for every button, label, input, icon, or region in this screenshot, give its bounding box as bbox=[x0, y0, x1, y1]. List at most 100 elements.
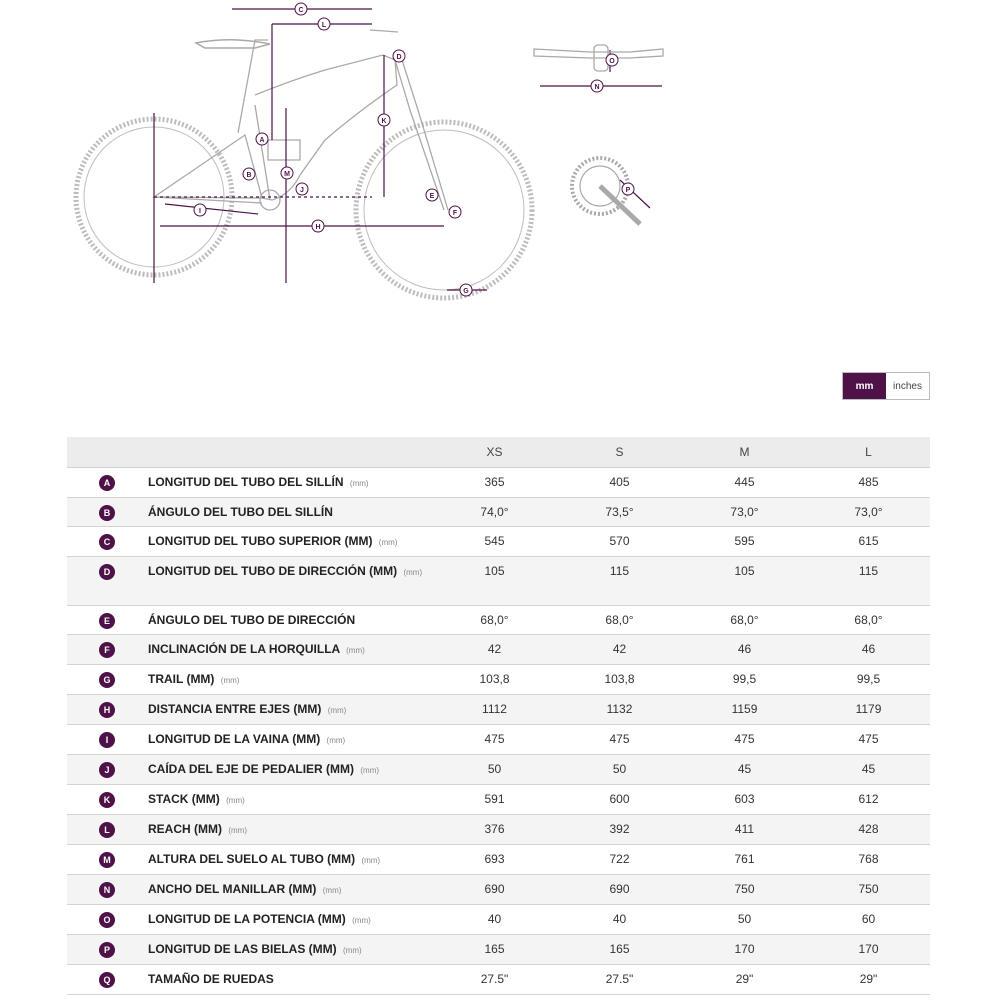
row-label: REACH (MM) bbox=[148, 822, 222, 836]
row-label: TRAIL (MM) bbox=[148, 672, 215, 686]
value-cell: 690 bbox=[432, 874, 557, 905]
row-letter-badge: G bbox=[99, 672, 115, 688]
unit-mm-button[interactable]: mm bbox=[843, 373, 886, 399]
value-cell: 115 bbox=[557, 556, 682, 606]
row-label: LONGITUD DE LA VAINA (MM) bbox=[148, 732, 321, 746]
value-cell: 1179 bbox=[807, 694, 930, 725]
table-row: H DISTANCIA ENTRE EJES (MM) (mm) 1112 1132 1… bbox=[67, 694, 930, 725]
value-cell: 68,0° bbox=[432, 605, 557, 635]
svg-text:K: K bbox=[381, 118, 386, 125]
row-badge-cell: I bbox=[67, 724, 147, 755]
diagram-badge-o: O bbox=[605, 53, 619, 67]
row-label-cell: LONGITUD DE LA POTENCIA (MM) (mm) bbox=[147, 904, 432, 935]
value-cell: 27.5" bbox=[557, 964, 682, 995]
value-cell: 392 bbox=[557, 814, 682, 845]
table-row: A LONGITUD DEL TUBO DEL SILLÍN (mm) 365 405… bbox=[67, 467, 930, 498]
row-letter-badge: F bbox=[99, 642, 115, 658]
svg-text:N: N bbox=[594, 84, 599, 91]
row-letter-badge: E bbox=[99, 613, 115, 629]
row-letter-badge: L bbox=[99, 822, 115, 838]
row-letter-badge: B bbox=[99, 505, 115, 521]
value-cell: 475 bbox=[807, 724, 930, 755]
row-unit: (mm) bbox=[220, 676, 240, 685]
row-badge-cell: G bbox=[67, 664, 147, 695]
row-label-cell: LONGITUD DEL TUBO DEL SILLÍN (mm) bbox=[147, 467, 432, 498]
row-label-cell: ALTURA DEL SUELO AL TUBO (MM) (mm) bbox=[147, 844, 432, 875]
diagram-badge-i: I bbox=[193, 203, 207, 217]
value-cell: 42 bbox=[432, 634, 557, 665]
row-label-cell: LONGITUD DE LAS BIELAS (MM) (mm) bbox=[147, 934, 432, 965]
value-cell: 42 bbox=[557, 634, 682, 665]
diagram-badge-p: P bbox=[621, 182, 635, 196]
svg-text:A: A bbox=[259, 137, 264, 144]
value-cell: 768 bbox=[807, 844, 930, 875]
row-letter-badge: O bbox=[99, 912, 115, 928]
diagram-badge-k: K bbox=[377, 113, 391, 127]
value-cell: 29" bbox=[807, 964, 930, 995]
diagram-badge-l: L bbox=[317, 17, 331, 31]
diagram-badge-d: D bbox=[392, 49, 406, 63]
table-row: L REACH (MM) (mm) 376 392 411 428 bbox=[67, 814, 930, 845]
row-letter-badge: J bbox=[99, 762, 115, 778]
row-badge-cell: E bbox=[67, 605, 147, 635]
header-blank bbox=[67, 437, 147, 468]
value-cell: 570 bbox=[557, 526, 682, 557]
svg-text:O: O bbox=[609, 58, 615, 65]
row-letter-badge: H bbox=[99, 702, 115, 718]
row-unit: (mm) bbox=[403, 568, 423, 577]
row-label-cell: CAÍDA DEL EJE DE PEDALIER (MM) (mm) bbox=[147, 754, 432, 785]
table-row: J CAÍDA DEL EJE DE PEDALIER (MM) (mm) 50 50… bbox=[67, 754, 930, 785]
handlebar-detail bbox=[533, 44, 664, 72]
row-label-cell: DISTANCIA ENTRE EJES (MM) (mm) bbox=[147, 694, 432, 725]
svg-text:I: I bbox=[199, 208, 201, 215]
value-cell: 165 bbox=[432, 934, 557, 965]
row-unit: (mm) bbox=[326, 736, 346, 745]
row-label: CAÍDA DEL EJE DE PEDALIER (MM) bbox=[148, 762, 355, 776]
table-row: P LONGITUD DE LAS BIELAS (MM) (mm) 165 165 1… bbox=[67, 934, 930, 965]
row-label-cell: LONGITUD DEL TUBO SUPERIOR (MM) (mm) bbox=[147, 526, 432, 557]
row-unit: (mm) bbox=[378, 538, 398, 547]
row-unit: (mm) bbox=[352, 916, 371, 925]
row-label-cell: STACK (MM) (mm) bbox=[147, 784, 432, 815]
value-cell: 46 bbox=[682, 634, 807, 665]
row-label-cell: LONGITUD DE LA VAINA (MM) (mm) bbox=[147, 724, 432, 755]
value-cell: 105 bbox=[432, 556, 557, 606]
table-body: A LONGITUD DEL TUBO DEL SILLÍN (mm) 365 405… bbox=[67, 467, 930, 995]
row-unit: (mm) bbox=[322, 886, 342, 895]
value-cell: 1159 bbox=[682, 694, 807, 725]
row-label: ÁNGULO DEL TUBO DEL SILLÍN bbox=[148, 505, 333, 519]
unit-inches-button[interactable]: inches bbox=[886, 373, 929, 399]
table-row: Q TAMAÑO DE RUEDAS 27.5" 27.5" 29" 29" bbox=[67, 964, 930, 995]
value-cell: 105 bbox=[682, 556, 807, 606]
value-cell: 475 bbox=[432, 724, 557, 755]
value-cell: 545 bbox=[432, 526, 557, 557]
row-unit: (mm) bbox=[228, 826, 247, 835]
row-badge-cell: N bbox=[67, 874, 147, 905]
diagram-badge-n: N bbox=[590, 79, 604, 93]
table-row: B ÁNGULO DEL TUBO DEL SILLÍN 74,0° 73,5° 73,… bbox=[67, 497, 930, 527]
table-row: N ANCHO DEL MANILLAR (MM) (mm) 690 690 750 75… bbox=[67, 874, 930, 905]
value-cell: 405 bbox=[557, 467, 682, 498]
dimension-lines bbox=[153, 8, 662, 291]
value-cell: 170 bbox=[807, 934, 930, 965]
table-row: C LONGITUD DEL TUBO SUPERIOR (MM) (mm) 545… bbox=[67, 526, 930, 557]
unit-toggle[interactable]: mm inches bbox=[842, 372, 930, 400]
value-cell: 591 bbox=[432, 784, 557, 815]
svg-text:P: P bbox=[626, 187, 631, 194]
value-cell: 74,0° bbox=[432, 497, 557, 527]
value-cell: 411 bbox=[682, 814, 807, 845]
value-cell: 722 bbox=[557, 844, 682, 875]
diagram-badge-f: F bbox=[448, 205, 462, 219]
row-badge-cell: K bbox=[67, 784, 147, 815]
table-row: E ÁNGULO DEL TUBO DE DIRECCIÓN 68,0° 68,0° 6… bbox=[67, 605, 930, 635]
row-label: LONGITUD DEL TUBO SUPERIOR (MM) bbox=[148, 534, 373, 548]
value-cell: 103,8 bbox=[557, 664, 682, 695]
row-badge-cell: J bbox=[67, 754, 147, 785]
value-cell: 50 bbox=[432, 754, 557, 785]
value-cell: 475 bbox=[557, 724, 682, 755]
value-cell: 50 bbox=[682, 904, 807, 935]
row-unit: (mm) bbox=[346, 646, 365, 655]
row-letter-badge: N bbox=[99, 882, 115, 898]
value-cell: 60 bbox=[807, 904, 930, 935]
value-cell: 73,0° bbox=[682, 497, 807, 527]
